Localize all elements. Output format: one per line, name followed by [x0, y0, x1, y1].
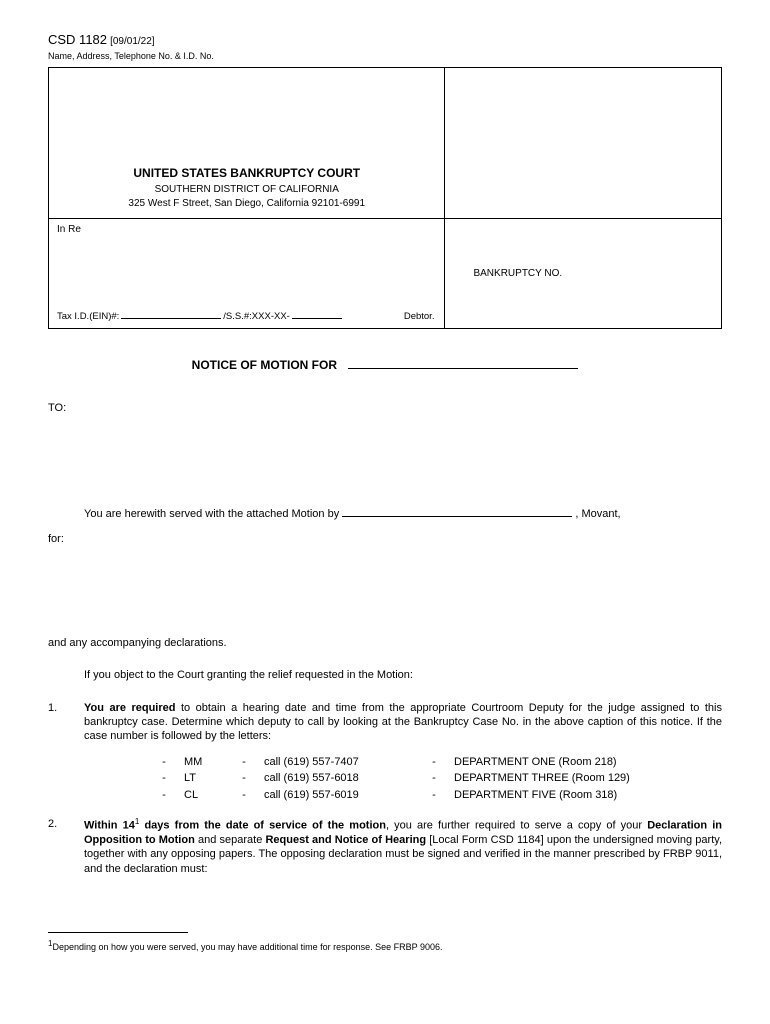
item-2-mid1: , you are further required to serve a co…	[386, 820, 647, 832]
notice-title-text: NOTICE OF MOTION FOR	[192, 358, 337, 372]
caption-bottom-right: BANKRUPTCY NO.	[445, 219, 721, 328]
court-address: 325 West F Street, San Diego, California…	[128, 197, 365, 210]
dept-code: LT	[184, 770, 224, 787]
dash: -	[144, 770, 184, 787]
footnote-rule	[48, 932, 188, 933]
item-1-bold: You are required	[84, 702, 175, 714]
dept-row: - MM - call (619) 557-7407 - DEPARTMENT …	[144, 754, 722, 771]
movant-field[interactable]	[342, 505, 572, 517]
for-label: for:	[48, 532, 722, 546]
dash: -	[144, 754, 184, 771]
served-suffix: , Movant,	[575, 508, 620, 520]
tax-id-label: Tax I.D.(EIN)#:	[57, 311, 119, 323]
header-note: Name, Address, Telephone No. & I.D. No.	[48, 51, 722, 63]
dept-code: MM	[184, 754, 224, 771]
tax-id-field[interactable]	[121, 307, 221, 319]
dash: -	[414, 787, 454, 804]
caption-top-left: UNITED STATES BANKRUPTCY COURT SOUTHERN …	[49, 68, 445, 218]
dash: -	[414, 754, 454, 771]
item-1-rest: to obtain a hearing date and time from t…	[84, 702, 722, 743]
dept-code: CL	[184, 787, 224, 804]
item-1: 1. You are required to obtain a hearing …	[48, 701, 722, 803]
ss-label: /S.S.#:XXX-XX-	[223, 311, 290, 323]
footnote-text: Depending on how you were served, you ma…	[52, 942, 442, 952]
bankruptcy-no-label: BANKRUPTCY NO.	[473, 267, 562, 280]
ss-field[interactable]	[292, 307, 342, 319]
dept-phone: call (619) 557-6019	[264, 787, 414, 804]
debtor-line: Tax I.D.(EIN)#: /S.S.#:XXX-XX- Debtor.	[57, 307, 436, 323]
form-number: CSD 1182	[48, 32, 107, 47]
served-prefix: You are herewith served with the attache…	[84, 508, 339, 520]
caption-top-right	[445, 68, 721, 218]
dept-row: - CL - call (619) 557-6019 - DEPARTMENT …	[144, 787, 722, 804]
dept-name: DEPARTMENT FIVE (Room 318)	[454, 787, 722, 804]
dash: -	[224, 770, 264, 787]
footnote: 1Depending on how you were served, you m…	[48, 939, 722, 954]
item-1-body: You are required to obtain a hearing dat…	[84, 701, 722, 803]
dash: -	[144, 787, 184, 804]
dept-phone: call (619) 557-7407	[264, 754, 414, 771]
notice-title: NOTICE OF MOTION FOR	[48, 357, 722, 374]
caption-bottom: In Re Tax I.D.(EIN)#: /S.S.#:XXX-XX- Deb…	[49, 218, 721, 328]
motion-for-field[interactable]	[348, 357, 578, 369]
dept-phone: call (619) 557-6018	[264, 770, 414, 787]
in-re-label: In Re	[57, 223, 436, 236]
dash: -	[224, 754, 264, 771]
dept-row: - LT - call (619) 557-6018 - DEPARTMENT …	[144, 770, 722, 787]
dept-name: DEPARTMENT THREE (Room 129)	[454, 770, 722, 787]
form-date: [09/01/22]	[110, 36, 154, 47]
dash: -	[414, 770, 454, 787]
item-2-body: Within 141 days from the date of service…	[84, 817, 722, 876]
court-name: UNITED STATES BANKRUPTCY COURT	[133, 166, 360, 182]
dept-name: DEPARTMENT ONE (Room 218)	[454, 754, 722, 771]
item-2-mid2: and separate	[195, 834, 266, 846]
caption-bottom-left: In Re Tax I.D.(EIN)#: /S.S.#:XXX-XX- Deb…	[49, 219, 445, 328]
dash: -	[224, 787, 264, 804]
to-label: TO:	[48, 401, 722, 415]
item-2-number: 2.	[48, 817, 60, 876]
caption-box: UNITED STATES BANKRUPTCY COURT SOUTHERN …	[48, 67, 722, 329]
item-1-number: 1.	[48, 701, 60, 803]
item-2: 2. Within 141 days from the date of serv…	[48, 817, 722, 876]
department-table: - MM - call (619) 557-7407 - DEPARTMENT …	[144, 754, 722, 804]
object-line: If you object to the Court granting the …	[48, 668, 722, 682]
declarations-line: and any accompanying declarations.	[48, 636, 722, 650]
debtor-label: Debtor.	[404, 311, 435, 323]
item-2-bold4: Request and Notice of Hearing	[265, 834, 426, 846]
served-line: You are herewith served with the attache…	[48, 505, 722, 521]
caption-top: UNITED STATES BANKRUPTCY COURT SOUTHERN …	[49, 68, 721, 218]
item-2-bold2: days from the date of service of the mot…	[139, 820, 386, 832]
item-2-bold1: Within 14	[84, 820, 135, 832]
court-district: SOUTHERN DISTRICT OF CALIFORNIA	[155, 183, 339, 196]
form-header: CSD 1182 [09/01/22]	[48, 32, 722, 49]
